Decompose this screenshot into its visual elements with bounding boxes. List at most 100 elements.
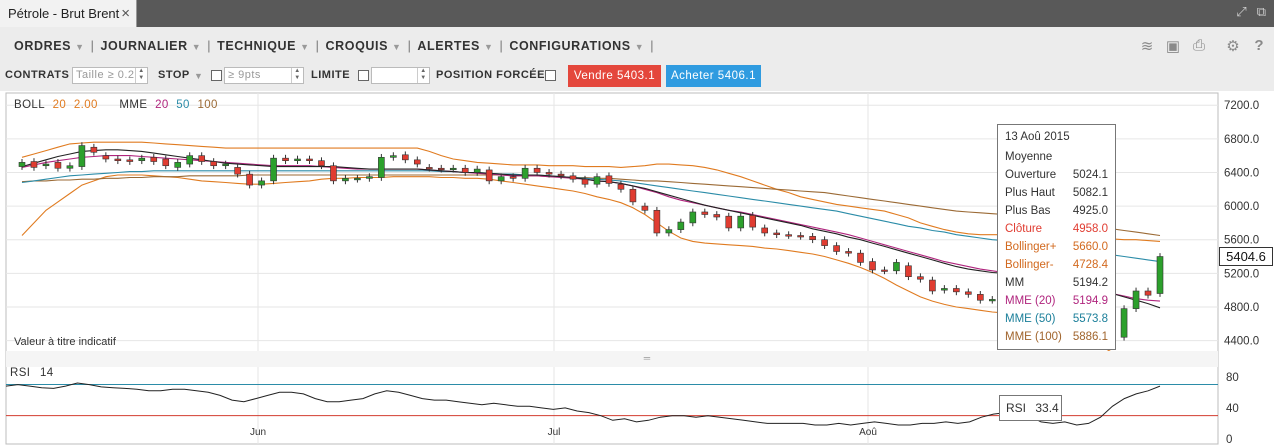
buy-button[interactable]: Acheter 5406.1 xyxy=(666,65,761,87)
tooltip-row-label: Bollinger+ xyxy=(1005,241,1057,253)
chevron-down-icon: ▼ xyxy=(191,42,202,52)
print-icon[interactable]: ⎙ xyxy=(1192,37,1205,54)
candle xyxy=(941,288,948,291)
window-controls: ⤢ ⧉ xyxy=(1226,4,1266,20)
menu-ordres-label: ORDRES xyxy=(14,39,72,53)
disclaimer-text: Valeur à titre indicatif xyxy=(14,336,116,348)
limite-checkbox[interactable] xyxy=(358,70,369,81)
candle xyxy=(917,276,924,280)
expand-icon[interactable]: ⤢ xyxy=(1236,4,1247,19)
candle xyxy=(18,162,26,167)
menu-technique[interactable]: TECHNIQUE ▼ xyxy=(217,39,310,53)
mme100-period: 100 xyxy=(197,99,218,111)
candle xyxy=(545,172,553,175)
candle xyxy=(725,215,733,229)
candle xyxy=(605,175,613,184)
candle xyxy=(330,165,337,182)
stepper-icon[interactable]: ▲ ▼ xyxy=(291,68,303,83)
x-tick-label: Aoû xyxy=(859,427,877,438)
menu-separator: | xyxy=(650,39,655,53)
stepper-icon[interactable]: ▲ ▼ xyxy=(135,68,147,83)
candle xyxy=(354,178,361,181)
pane-divider[interactable] xyxy=(6,351,1218,367)
tooltip-row-label: MME (20) xyxy=(1005,295,1056,307)
tooltip-subtitle: Moyenne xyxy=(1005,151,1053,163)
tab-title: Pétrole - Brut Brent xyxy=(8,6,120,21)
candle xyxy=(54,162,62,169)
menu-technique-label: TECHNIQUE xyxy=(217,39,297,53)
candle xyxy=(222,163,229,167)
contrats-input[interactable]: Taille ≥ 0.2 ▲ ▼ xyxy=(72,67,148,84)
candle xyxy=(557,173,565,177)
chevron-down-icon: ▼ xyxy=(634,42,645,52)
candle xyxy=(833,245,840,252)
layers-icon[interactable]: ≋ xyxy=(1140,38,1154,55)
rsi-tick-label: 40 xyxy=(1226,403,1239,415)
candle xyxy=(150,157,158,162)
candle xyxy=(857,252,864,263)
tooltip-row-value: 4728.4 xyxy=(1072,259,1108,271)
candle xyxy=(893,262,900,272)
menu-journalier-label: JOURNALIER xyxy=(100,39,188,53)
image-icon[interactable]: ▣ xyxy=(1165,38,1181,55)
candle xyxy=(378,157,385,178)
help-icon[interactable]: ? xyxy=(1254,37,1264,54)
tooltip-row-label: Clôture xyxy=(1005,223,1043,235)
menu-alertes[interactable]: ALERTES ▼ xyxy=(417,39,493,53)
candle xyxy=(318,160,325,167)
candle xyxy=(425,167,433,170)
candle xyxy=(773,232,780,235)
tooltip-row: Bollinger+ 5660.0 xyxy=(1005,238,1108,256)
order-bar: CONTRATS Taille ≥ 0.2 ▲ ▼ STOP ▼ ≥ 9pts ▲ ▼ … xyxy=(0,63,1274,91)
menu-separator: | xyxy=(207,39,212,53)
popout-icon[interactable]: ⧉ xyxy=(1256,4,1266,19)
candle xyxy=(138,157,146,161)
menu-croquis[interactable]: CROQUIS ▼ xyxy=(326,39,402,53)
tooltip-row-value: 5082.1 xyxy=(1072,187,1108,199)
gear-icon[interactable]: ⚙ xyxy=(1226,38,1240,55)
limite-input[interactable]: ▲ ▼ xyxy=(371,67,430,84)
candle xyxy=(473,168,481,173)
rsi-tick-label: 0 xyxy=(1226,434,1232,446)
rsi-period: 14 xyxy=(39,367,54,379)
tooltip-row-value: 5573.8 xyxy=(1072,313,1108,325)
menu-configurations[interactable]: CONFIGURATIONS ▼ xyxy=(509,39,644,53)
chevron-down-icon[interactable]: ▼ xyxy=(194,71,204,81)
mm-line xyxy=(21,149,1161,309)
candle xyxy=(677,221,685,230)
close-icon[interactable]: × xyxy=(121,5,130,22)
candle xyxy=(30,161,38,168)
sell-button[interactable]: Vendre 5403.1 xyxy=(568,65,661,87)
tooltip-row: MM 5194.2 xyxy=(1005,274,1108,292)
mme50-line xyxy=(21,170,1161,263)
menu-ordres[interactable]: ORDRES ▼ xyxy=(14,39,85,53)
tab-chart[interactable]: Pétrole - Brut Brent × xyxy=(0,0,137,27)
tooltip-row-label: Ouverture xyxy=(1005,169,1057,181)
candle xyxy=(42,163,50,167)
position-forcee-checkbox[interactable] xyxy=(545,70,556,81)
candle xyxy=(821,239,828,246)
chevron-down-icon: ▼ xyxy=(392,42,402,52)
tooltip-row: Plus Haut 5082.1 xyxy=(1005,184,1108,202)
candle xyxy=(294,158,301,161)
mme100-line xyxy=(21,174,1161,237)
rsi-line xyxy=(5,382,1161,426)
menu-journalier[interactable]: JOURNALIER ▼ xyxy=(100,39,201,53)
tooltip-row-label: Plus Bas xyxy=(1005,205,1051,217)
menu-separator: | xyxy=(499,39,504,53)
stepper-icon[interactable]: ▲ ▼ xyxy=(417,68,429,83)
tooltip-row-value: 5194.9 xyxy=(1072,295,1108,307)
position-forcee-label: POSITION FORCÉE xyxy=(436,69,545,81)
x-tick-label: Jun xyxy=(250,427,266,438)
bollinger-lower-line xyxy=(21,174,1161,358)
drag-handle-icon[interactable]: ═ xyxy=(643,353,651,363)
candle xyxy=(929,279,936,292)
candle xyxy=(785,234,792,237)
candle xyxy=(437,167,445,171)
stop-checkbox[interactable] xyxy=(211,70,222,81)
candle xyxy=(689,211,697,224)
candle xyxy=(617,183,625,190)
chevron-down-icon: ▼ xyxy=(483,42,494,52)
stop-input[interactable]: ≥ 9pts ▲ ▼ xyxy=(224,67,304,84)
candle xyxy=(869,261,876,271)
